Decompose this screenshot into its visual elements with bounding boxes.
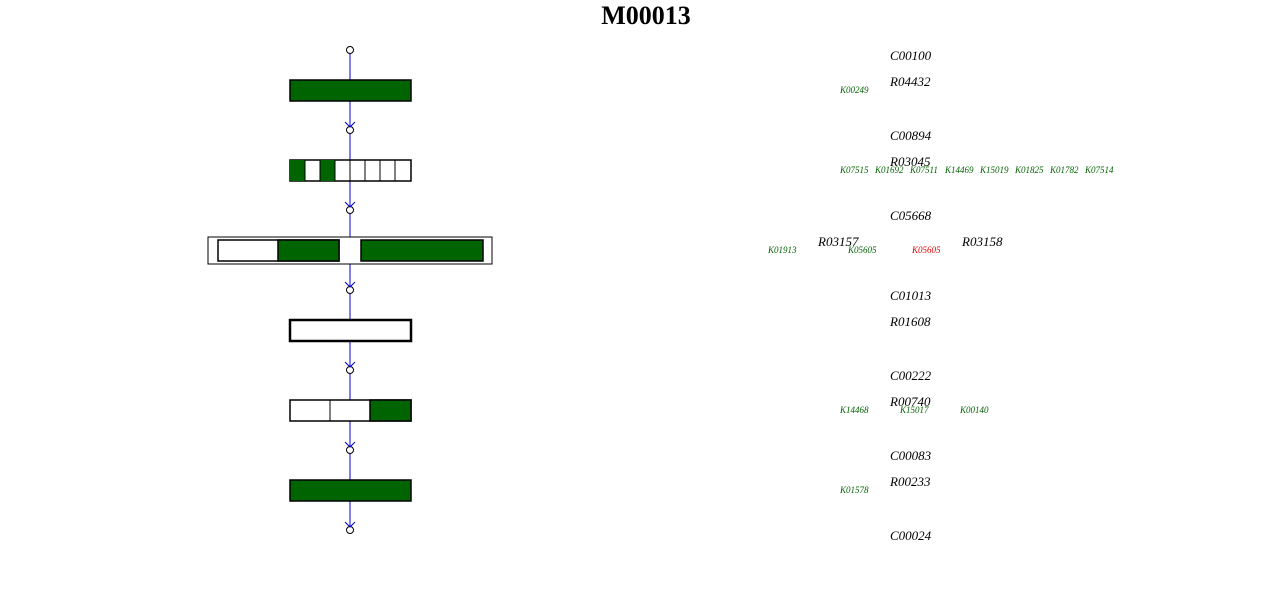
compound-node xyxy=(346,46,354,54)
compound-label: C01013 xyxy=(890,288,932,303)
reaction-label: R03157 xyxy=(817,234,859,249)
arrow-head xyxy=(344,361,356,368)
ortholog-label: K15017 xyxy=(899,405,929,415)
module-title: M00013 xyxy=(601,1,691,30)
ortholog-label: K01825 xyxy=(1014,165,1044,175)
reaction-label: R03158 xyxy=(961,234,1003,249)
ortholog-label: K07514 xyxy=(1084,165,1114,175)
arrow-head xyxy=(344,281,356,288)
ortholog-label: K00249 xyxy=(839,85,869,95)
ortholog-label: K14469 xyxy=(944,165,974,175)
reaction-label: R00233 xyxy=(889,474,931,489)
ortholog-label: K14468 xyxy=(839,405,869,415)
reaction-label: R04432 xyxy=(889,74,931,89)
pathway-boxes xyxy=(207,50,493,530)
arrow-head xyxy=(344,201,356,208)
ortholog-label: K01782 xyxy=(1049,165,1079,175)
ortholog-label: K15019 xyxy=(979,165,1009,175)
ortholog-label: K01913 xyxy=(767,245,797,255)
ortholog-label: K05605 xyxy=(847,245,877,255)
compound-label: C00222 xyxy=(890,368,932,383)
reaction-label: R03045 xyxy=(889,154,931,169)
compound-label: C00100 xyxy=(890,48,932,63)
reaction-label: R00740 xyxy=(889,394,931,409)
compound-label: C00083 xyxy=(890,448,932,463)
ortholog-label: K01692 xyxy=(874,165,904,175)
arrow-head xyxy=(344,441,356,448)
compound-label: C00894 xyxy=(890,128,932,143)
ortholog-label: K07515 xyxy=(839,165,869,175)
compound-label: C05668 xyxy=(890,208,932,223)
ortholog-label: K07511 xyxy=(909,165,938,175)
ortholog-label: K00140 xyxy=(959,405,989,415)
ortholog-label: K05605 xyxy=(911,245,941,255)
arrow-head xyxy=(344,521,356,528)
ortholog-label: K01578 xyxy=(839,485,869,495)
reaction-label: R01608 xyxy=(889,314,931,329)
compound-label: C00024 xyxy=(890,528,932,543)
arrow-head xyxy=(344,121,356,128)
